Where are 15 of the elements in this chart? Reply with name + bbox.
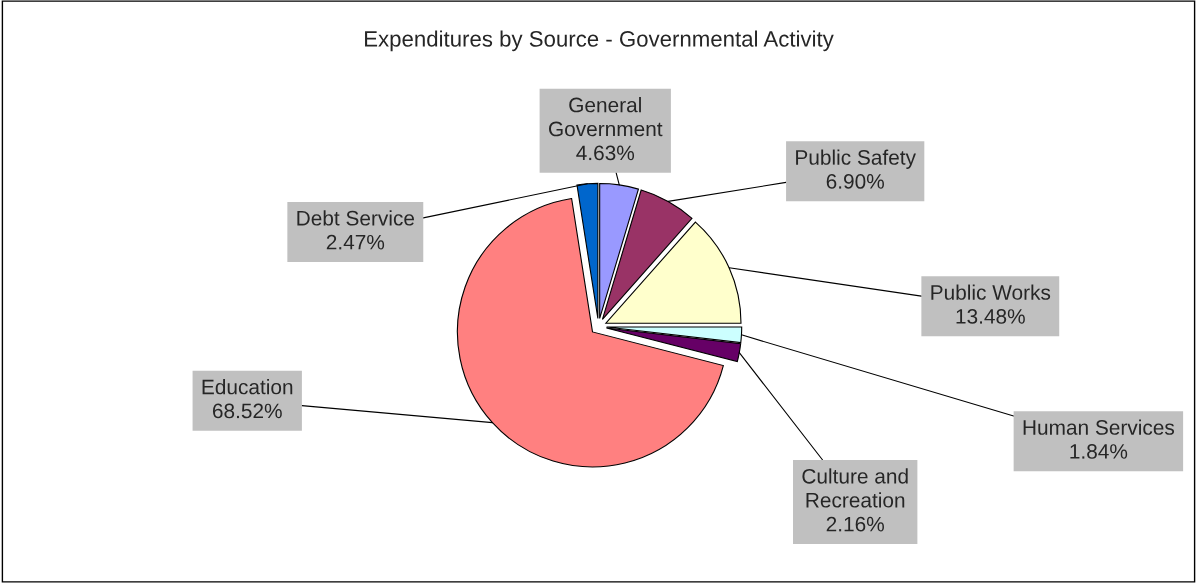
slice-label: Public Works [931, 284, 1051, 300]
slice-label: Culture and Recreation [802, 468, 908, 508]
slice-label: Public Safety [796, 149, 916, 169]
data-label: 6.90% [826, 174, 884, 189]
data-label: 4.63% [576, 145, 635, 161]
data-label: 68.52% [212, 403, 282, 419]
data-label: 2.16% [826, 516, 884, 532]
slice-label: General Government [548, 97, 663, 137]
slice-label: Education [202, 379, 293, 395]
chart-title: Expenditures by Source - Governmental Activity [365, 30, 834, 52]
slice-label: Human Services [1023, 419, 1175, 435]
data-label: 2.47% [326, 234, 385, 250]
slice-label: Debt Service [297, 210, 415, 226]
data-label: 13.48% [956, 309, 1025, 324]
data-label: 1.84% [1070, 444, 1128, 459]
